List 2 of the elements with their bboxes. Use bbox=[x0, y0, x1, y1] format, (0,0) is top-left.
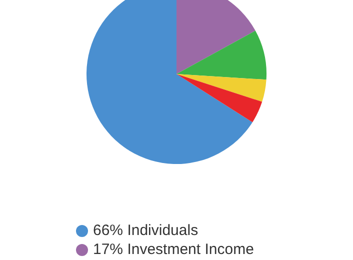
legend-label: 17% Investment Income bbox=[93, 241, 254, 258]
legend-label: 66% Individuals bbox=[93, 222, 198, 239]
